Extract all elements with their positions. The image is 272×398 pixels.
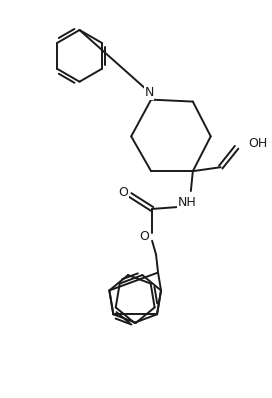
- Text: O: O: [118, 185, 128, 199]
- Text: N: N: [144, 86, 154, 99]
- Text: NH: NH: [178, 197, 196, 209]
- Text: OH: OH: [249, 137, 268, 150]
- Text: O: O: [139, 230, 149, 243]
